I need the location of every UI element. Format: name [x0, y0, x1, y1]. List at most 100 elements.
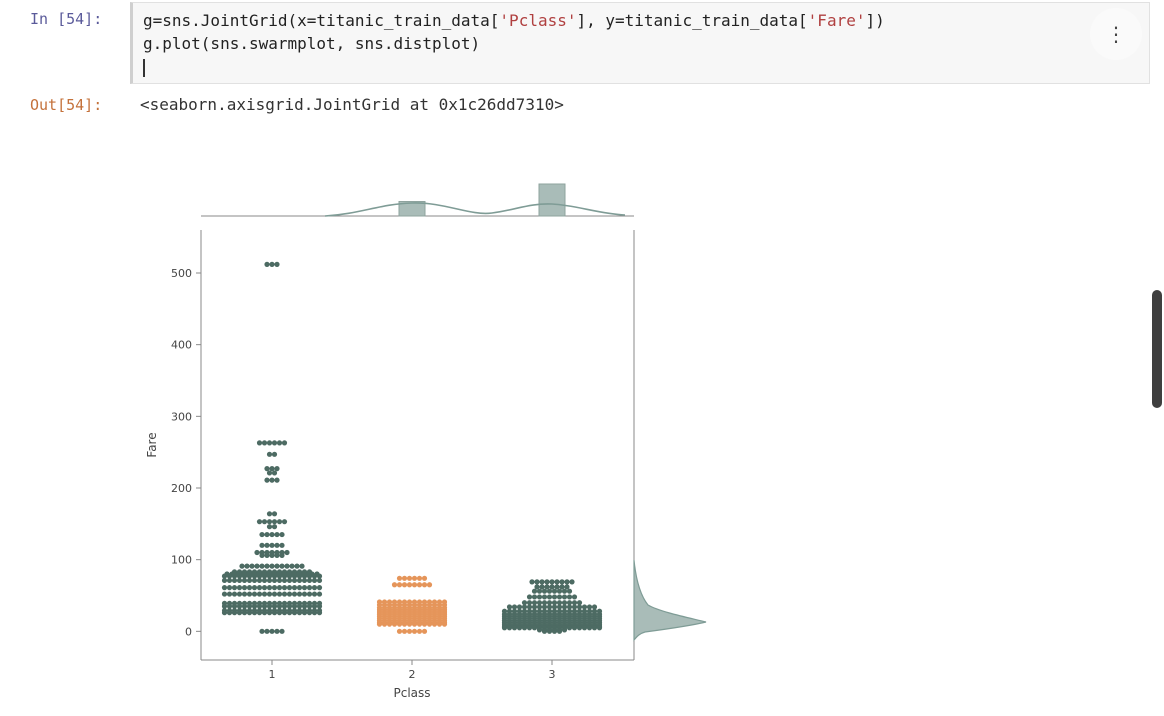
swarm-point-class-3: [529, 579, 535, 585]
swarm-point-class-3: [561, 594, 568, 600]
text-cursor: [143, 59, 145, 77]
swarm-point-class-1: [311, 591, 318, 597]
swarm-point-class-3: [554, 584, 560, 590]
swarm-point-class-1: [269, 549, 275, 556]
swarm-point-class-1: [266, 569, 273, 575]
swarm-point-class-1: [231, 577, 238, 584]
swarm-point-class-1: [261, 519, 268, 525]
swarm-point-class-1: [266, 440, 273, 446]
swarm-point-class-1: [269, 542, 275, 548]
swarm-point-class-3: [581, 604, 588, 610]
swarm-point-class-1: [286, 591, 293, 597]
marginal-y-kde-area: [633, 559, 707, 642]
swarm-point-class-2: [396, 599, 403, 605]
swarm-point-class-1: [264, 563, 270, 569]
marginal-x-kde-line: [324, 202, 626, 217]
swarm-point-class-3: [544, 579, 550, 585]
swarm-point-class-1: [266, 585, 273, 591]
swarm-point-class-1: [296, 577, 303, 584]
swarm-point-class-3: [596, 608, 603, 614]
vertical-scrollbar[interactable]: [1152, 290, 1162, 408]
swarm-point-class-1: [261, 577, 268, 584]
swarm-point-class-1: [249, 563, 255, 569]
code-line-1: g=sns.JointGrid(x=titanic_train_data['Pc…: [143, 11, 885, 30]
swarm-point-class-1: [316, 600, 323, 606]
swarm-point-class-1: [264, 628, 270, 634]
swarm-point-class-1: [274, 542, 280, 548]
swarm-point-class-3: [561, 600, 568, 606]
swarm-point-class-1: [259, 549, 265, 556]
swarm-point-class-1: [271, 577, 278, 584]
swarm-point-class-1: [274, 628, 280, 634]
swarm-point-class-2: [441, 599, 448, 605]
swarm-point-class-3: [511, 608, 518, 614]
swarm-point-class-3: [559, 579, 565, 585]
swarm-point-class-3: [536, 588, 543, 594]
swarm-point-class-3: [566, 608, 573, 614]
swarm-point-class-1: [226, 600, 233, 606]
swarm-point-class-2: [396, 582, 403, 588]
swarm-point-class-1: [276, 569, 283, 575]
swarm-point-class-3: [556, 604, 563, 610]
swarm-point-class-1: [301, 600, 308, 606]
swarm-point-class-1: [271, 451, 278, 457]
y-tick-label: 300: [171, 410, 192, 423]
code-line-1-part-1: g=sns.JointGrid(x=titanic_train_data[: [143, 11, 500, 30]
swarm-point-class-1: [291, 569, 298, 575]
swarm-point-class-3: [521, 604, 528, 610]
swarm-point-class-3: [556, 608, 563, 614]
swarm-point-class-1: [274, 466, 280, 472]
swarm-point-class-1: [236, 607, 243, 614]
swarm-point-class-1: [269, 261, 275, 267]
code-cell[interactable]: g=sns.JointGrid(x=titanic_train_data['Pc…: [130, 2, 1150, 84]
swarm-point-class-1: [231, 600, 238, 606]
swarm-point-class-1: [269, 477, 275, 483]
swarm-point-class-3: [526, 594, 533, 600]
swarm-point-class-2: [391, 599, 398, 605]
swarm-point-class-1: [279, 628, 285, 634]
swarm-point-class-3: [531, 600, 538, 606]
swarm-point-class-2: [416, 628, 423, 634]
swarm-point-class-1: [301, 577, 308, 584]
swarm-point-class-1: [281, 440, 288, 446]
swarm-point-class-1: [296, 585, 303, 591]
swarm-point-class-1: [286, 607, 293, 614]
swarm-point-class-1: [291, 585, 298, 591]
swarm-point-class-3: [531, 608, 538, 614]
output-prompt: Out[54]:: [30, 96, 103, 114]
swarm-point-class-1: [271, 591, 278, 597]
swarm-point-class-1: [271, 600, 278, 606]
swarm-point-class-1: [276, 585, 283, 591]
swarm-point-class-1: [256, 577, 263, 584]
output-text: <seaborn.axisgrid.JointGrid at 0x1c26dd7…: [140, 95, 564, 114]
swarm-point-class-2: [411, 582, 418, 588]
swarm-point-class-1: [306, 591, 313, 597]
swarm-point-class-1: [266, 607, 273, 614]
swarm-point-class-3: [536, 608, 543, 614]
swarm-point-class-2: [421, 575, 428, 581]
input-prompt: In [54]:: [30, 10, 103, 28]
swarm-point-class-1: [226, 591, 233, 597]
swarm-point-class-1: [236, 585, 243, 591]
swarm-point-class-1: [266, 470, 273, 476]
swarm-point-class-1: [241, 591, 248, 597]
swarm-point-class-1: [221, 600, 228, 606]
swarm-point-class-1: [221, 591, 228, 597]
swarm-point-class-2: [406, 628, 413, 634]
swarm-point-class-1: [281, 569, 288, 575]
swarm-point-class-1: [314, 571, 320, 577]
swarm-point-class-1: [246, 591, 253, 597]
swarm-point-class-1: [256, 440, 263, 446]
swarm-point-class-3: [564, 584, 570, 590]
swarm-point-class-3: [536, 600, 543, 606]
swarm-point-class-1: [306, 585, 313, 591]
swarm-point-class-1: [231, 607, 238, 614]
swarm-point-class-1: [276, 440, 283, 446]
cell-menu-icon[interactable]: ⋮: [1090, 8, 1142, 60]
swarm-point-class-1: [246, 585, 253, 591]
swarm-point-class-3: [539, 584, 545, 590]
swarm-point-class-2: [411, 599, 418, 605]
swarm-point-class-1: [266, 591, 273, 597]
swarm-point-class-1: [311, 607, 318, 614]
swarm-point-class-1: [256, 607, 263, 614]
